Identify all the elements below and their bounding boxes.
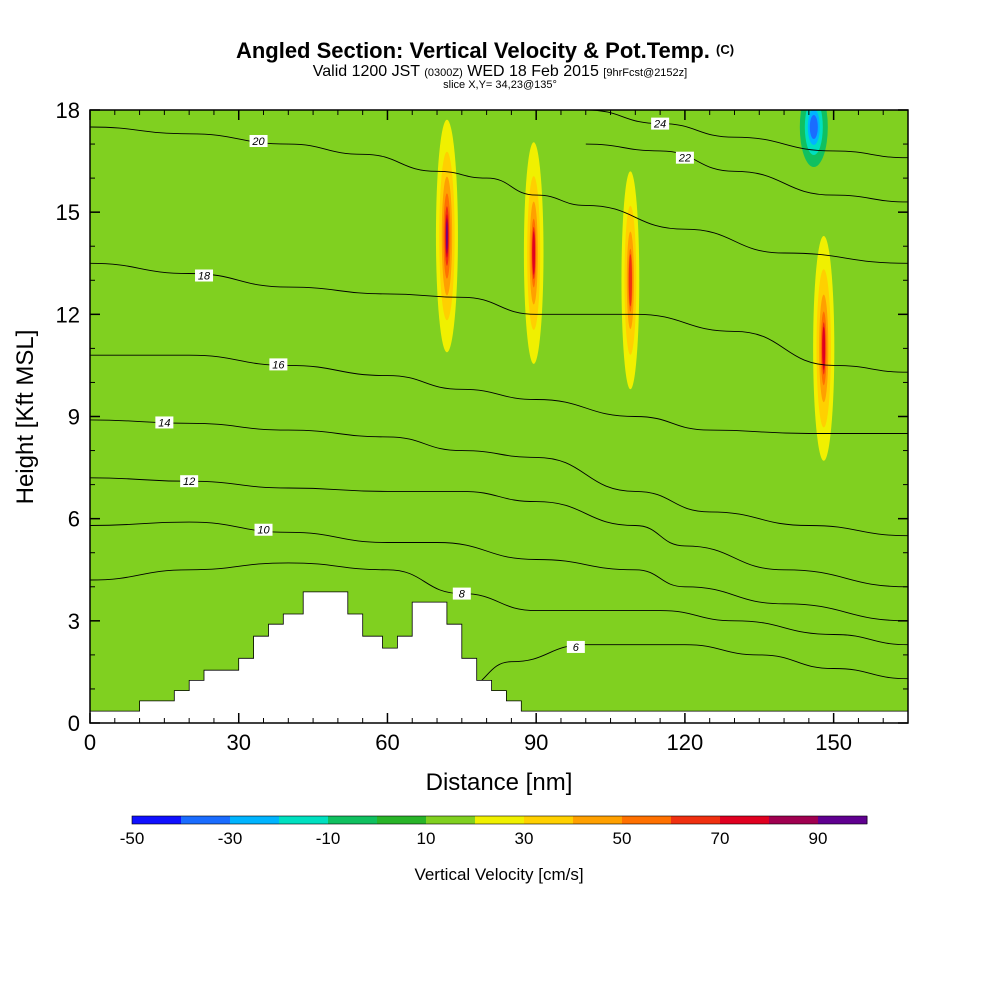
contour-label-box bbox=[675, 151, 694, 164]
updraft-0-band bbox=[446, 222, 448, 251]
contour-label-box bbox=[566, 640, 585, 653]
terrain bbox=[90, 591, 908, 723]
contour-label-box bbox=[155, 416, 174, 429]
contour-label: 22 bbox=[678, 153, 691, 165]
contour-label: 20 bbox=[251, 136, 265, 148]
x-tick-label: 90 bbox=[524, 730, 548, 755]
y-tick-label: 3 bbox=[68, 609, 80, 634]
colorbar-swatch bbox=[230, 816, 280, 824]
colorbar-tick-label: -50 bbox=[120, 829, 145, 848]
colorbar-swatch bbox=[328, 816, 378, 824]
contour-label: 16 bbox=[272, 359, 285, 371]
contour-label: 24 bbox=[653, 119, 666, 131]
y-tick-label: 15 bbox=[56, 200, 80, 225]
colorbar-tick-label: -10 bbox=[316, 829, 341, 848]
y-tick-label: 18 bbox=[56, 98, 80, 123]
y-axis-label: Height [Kft MSL] bbox=[12, 330, 39, 505]
chart-subtitle-slice: slice X,Y= 34,23@135° bbox=[443, 79, 557, 91]
downdraft-band bbox=[809, 115, 818, 140]
contour-label-box bbox=[651, 117, 670, 130]
colorbar-swatch bbox=[132, 816, 182, 824]
theta-contours: 6 8 10 12 14 16 18 20 22 24 bbox=[90, 110, 908, 690]
theta-contour-16 bbox=[90, 354, 908, 434]
theta-contour-20 bbox=[90, 126, 908, 264]
velocity-heatmap bbox=[90, 110, 908, 723]
x-tick-label: 150 bbox=[815, 730, 852, 755]
colorbar-label: Vertical Velocity [cm/s] bbox=[414, 865, 583, 884]
x-tick-label: 0 bbox=[84, 730, 96, 755]
chart-title: Angled Section: Vertical Velocity & Pot.… bbox=[236, 38, 734, 63]
theta-contour-14 bbox=[90, 419, 908, 537]
x-tick-label: 30 bbox=[226, 730, 250, 755]
contour-label-box bbox=[195, 269, 214, 282]
contour-label: 6 bbox=[573, 642, 580, 654]
heatmap-background bbox=[90, 110, 908, 723]
colorbar-swatch bbox=[818, 816, 868, 824]
colorbar-frame bbox=[131, 815, 868, 825]
colorbar-swatch bbox=[524, 816, 574, 824]
colorbar-swatch bbox=[769, 816, 819, 824]
updraft-3-band bbox=[822, 326, 826, 371]
colorbar-swatch bbox=[671, 816, 721, 824]
theta-contour-6 bbox=[461, 644, 908, 690]
y-tick-label: 0 bbox=[68, 711, 80, 736]
contour-label: 8 bbox=[459, 589, 466, 601]
y-tick-label: 9 bbox=[68, 405, 80, 430]
colorbar-tick-label: -30 bbox=[218, 829, 243, 848]
colorbar-swatch bbox=[720, 816, 770, 824]
updraft-2-band bbox=[628, 254, 632, 307]
contour-label-box bbox=[180, 475, 199, 488]
colorbar-tick-label: 70 bbox=[711, 829, 730, 848]
x-tick-label: 60 bbox=[375, 730, 399, 755]
theta-contour-8 bbox=[90, 562, 908, 646]
chart-subtitle: Valid 1200 JST (0300Z) WED 18 Feb 2015 [… bbox=[313, 63, 687, 80]
y-tick-label: 12 bbox=[56, 302, 80, 327]
x-axis-label: Distance [nm] bbox=[426, 769, 573, 796]
theta-contour-10 bbox=[90, 521, 908, 622]
contour-label-box bbox=[452, 587, 471, 600]
colorbar-tick-label: 50 bbox=[613, 829, 632, 848]
plot-area: 6 8 10 12 14 16 18 20 22 24 bbox=[90, 110, 908, 723]
contour-label-box bbox=[269, 358, 288, 371]
theta-contour-12 bbox=[90, 477, 908, 588]
colorbar-swatch bbox=[426, 816, 476, 824]
axes: 0 30 60 90 120 150 0 3 6 9 12 15 18 bbox=[56, 98, 908, 755]
colorbar-swatch bbox=[573, 816, 623, 824]
colorbar-swatch bbox=[181, 816, 231, 824]
colorbar-tick-label: 10 bbox=[417, 829, 436, 848]
theta-contour-18 bbox=[90, 262, 908, 373]
theta-contour-22 bbox=[585, 143, 908, 203]
contour-label: 10 bbox=[257, 525, 270, 537]
colorbar-swatch bbox=[377, 816, 427, 824]
colorbar-tick-label: 90 bbox=[809, 829, 828, 848]
contour-label: 18 bbox=[198, 271, 211, 283]
colorbar-swatch bbox=[475, 816, 525, 824]
contour-label: 12 bbox=[183, 476, 195, 488]
theta-contour-24 bbox=[585, 110, 908, 159]
contour-label-box bbox=[249, 134, 268, 147]
colorbar-swatch bbox=[622, 816, 672, 824]
x-tick-label: 120 bbox=[667, 730, 704, 755]
colorbar: -50 -30 -10 10 30 50 70 90 bbox=[120, 815, 868, 848]
contour-label: 14 bbox=[158, 417, 170, 429]
title-suffix: (C) bbox=[716, 42, 734, 57]
colorbar-tick-label: 30 bbox=[515, 829, 534, 848]
updraft-1-band bbox=[532, 231, 536, 275]
contour-label-box bbox=[254, 523, 273, 536]
y-tick-label: 6 bbox=[68, 507, 80, 532]
colorbar-swatch bbox=[279, 816, 329, 824]
